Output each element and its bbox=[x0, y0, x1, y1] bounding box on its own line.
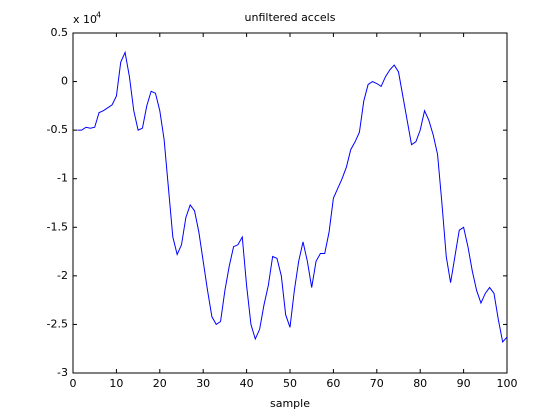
x-tick-label: 0 bbox=[70, 377, 77, 390]
y-tick-label: -1.5 bbox=[47, 220, 68, 233]
y-exponent: 4 bbox=[96, 11, 101, 20]
x-tick-label: 100 bbox=[497, 377, 518, 390]
y-tick-label: -2 bbox=[57, 269, 68, 282]
data-line bbox=[77, 50, 508, 343]
x-tick-label: 70 bbox=[370, 377, 384, 390]
x-tick-label: 40 bbox=[240, 377, 254, 390]
plot-area bbox=[72, 32, 508, 374]
x-tick-label: 20 bbox=[153, 377, 167, 390]
y-tick-label: 0.5 bbox=[51, 26, 69, 39]
y-tick-label: 0 bbox=[61, 75, 68, 88]
x-tick-label: 90 bbox=[457, 377, 471, 390]
chart-title: unfiltered accels bbox=[245, 11, 336, 24]
y-tick-label: -0.5 bbox=[47, 123, 68, 136]
y-tick-label: -2.5 bbox=[47, 317, 68, 330]
y-tick-label: -3 bbox=[57, 366, 68, 379]
y-tick-label: -1 bbox=[57, 172, 68, 185]
x-tick-label: 60 bbox=[326, 377, 340, 390]
x-tick-label: 80 bbox=[413, 377, 427, 390]
x-tick-label: 10 bbox=[109, 377, 123, 390]
x-tick-label: 50 bbox=[283, 377, 297, 390]
x-axis-label: sample bbox=[270, 397, 310, 410]
x-tick-label: 30 bbox=[196, 377, 210, 390]
y-exponent-base: x 10 bbox=[73, 13, 97, 26]
